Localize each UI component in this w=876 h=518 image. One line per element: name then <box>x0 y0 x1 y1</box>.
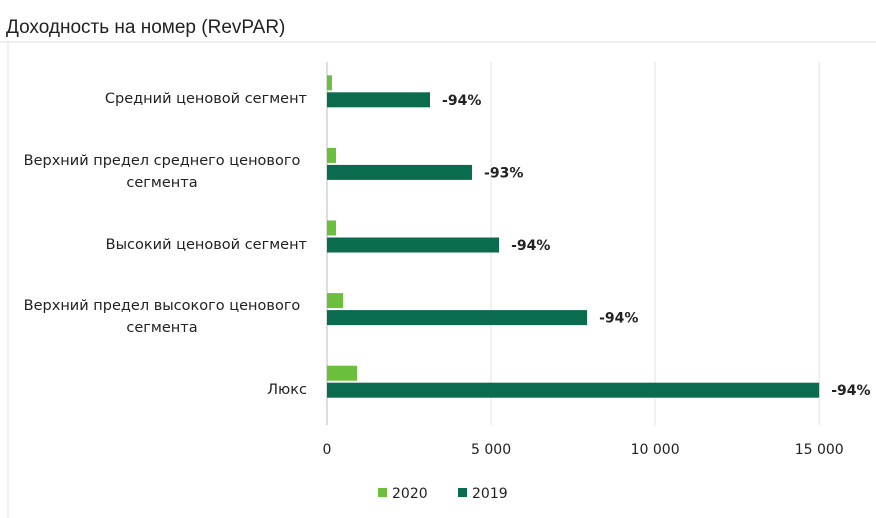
category-label-box: Высокий ценовой сегмент <box>0 234 307 256</box>
bar <box>327 92 431 108</box>
legend-swatch <box>378 488 387 497</box>
data-label: -94% <box>831 383 870 399</box>
bar <box>327 365 358 381</box>
data-label: -94% <box>511 238 550 254</box>
category-label-box: Люкс <box>0 379 307 401</box>
category-label-box: Верхний предел высокого ценового сегмент… <box>0 295 307 339</box>
bar <box>327 147 337 163</box>
x-tick-label: 5 000 <box>471 442 511 458</box>
y-tick-label: Верхний предел высокого ценового сегмент… <box>23 298 301 337</box>
data-label: -93% <box>484 165 523 181</box>
legend-swatch <box>458 488 467 497</box>
category-label-box: Верхний предел среднего ценового сегмент… <box>0 150 307 194</box>
category-label-box: Средний ценовой сегмент <box>0 88 307 110</box>
legend-label: 2019 <box>472 486 508 502</box>
y-tick-label: Верхний предел среднего ценового сегмент… <box>23 152 301 191</box>
bar <box>327 164 473 180</box>
y-tick-label: Средний ценовой сегмент <box>104 91 307 108</box>
y-tick-label: Высокий ценовой сегмент <box>105 236 307 253</box>
y-tick-label: Люкс <box>267 381 307 398</box>
chart-title: Доходность на номер (RevPAR) <box>6 17 285 38</box>
bar <box>327 237 500 253</box>
legend-label: 2020 <box>392 486 428 502</box>
x-tick-label: 10 000 <box>631 442 680 458</box>
bar <box>327 220 337 236</box>
data-label: -94% <box>442 93 481 109</box>
x-tick-label: 0 <box>323 442 332 458</box>
bar <box>327 75 332 91</box>
bar <box>327 382 820 398</box>
bar <box>327 293 344 309</box>
bar <box>327 310 588 326</box>
x-tick-label: 15 000 <box>795 442 844 458</box>
data-label: -94% <box>599 311 638 327</box>
